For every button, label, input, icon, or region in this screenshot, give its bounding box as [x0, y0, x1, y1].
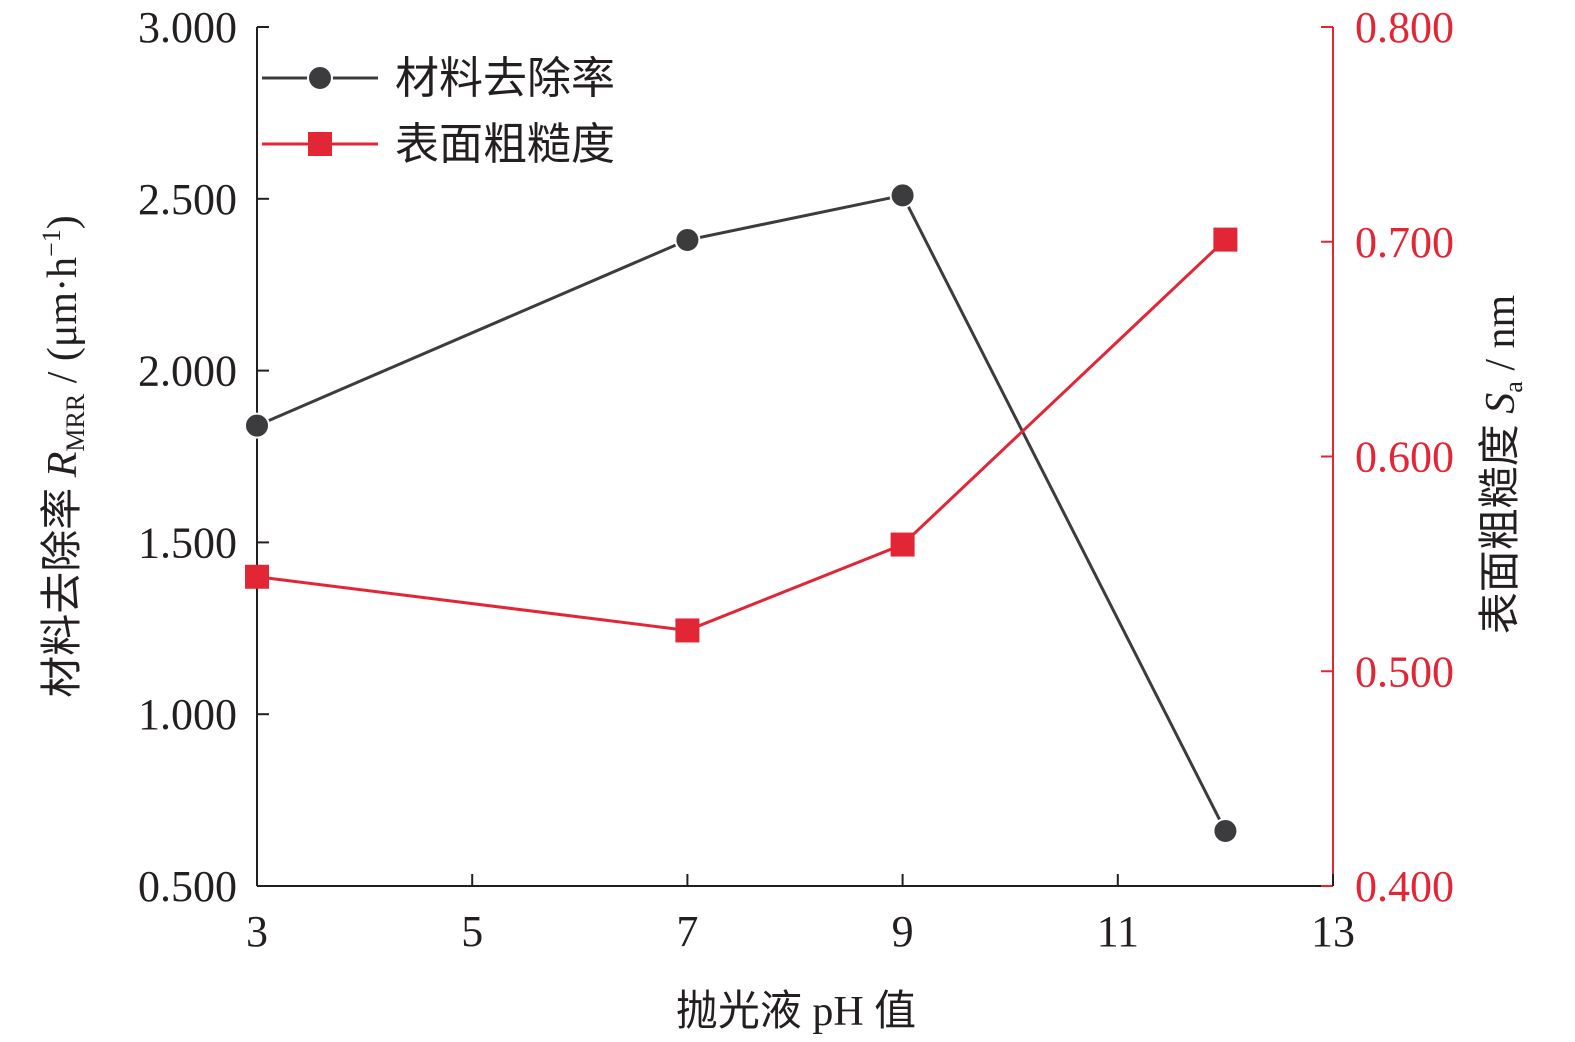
- y-axis-label-right-unit: / nm: [1478, 294, 1524, 381]
- data-point-removal-rate: [889, 182, 916, 209]
- y-axis-label-left: 材料去除率 RMRR / (μm·h−1): [37, 215, 90, 697]
- data-point-removal-rate: [1212, 818, 1239, 845]
- y-tick-right-label: 0.700: [1355, 218, 1454, 267]
- data-point-roughness: [675, 618, 700, 643]
- data-point-removal-rate: [674, 227, 701, 254]
- x-tick-label: 11: [1097, 907, 1139, 956]
- data-point-roughness: [245, 564, 269, 589]
- legend-label-removal-rate: 材料去除率: [395, 53, 615, 104]
- data-point-roughness: [890, 532, 915, 557]
- y-axis-label-left-sup: −1: [37, 229, 66, 257]
- legend-marker-roughness: [308, 132, 332, 156]
- y-tick-left-label: 1.000: [138, 690, 237, 739]
- y-tick-left-label: 2.500: [138, 175, 237, 224]
- x-axis-label: 抛光液 pH 值: [676, 989, 916, 1035]
- y-tick-left-label: 1.500: [138, 518, 237, 567]
- y-axis-label-left-prefix: 材料去除率: [39, 477, 86, 698]
- y-tick-right-label: 0.600: [1355, 433, 1454, 482]
- y-tick-left-label: 3.000: [138, 3, 237, 52]
- y-axis-label-right-sub: a: [1499, 381, 1528, 393]
- y-axis-label-right-var: S: [1478, 393, 1524, 414]
- data-point-removal-rate: [244, 412, 270, 439]
- y-axis-label-left-group: 材料去除率 RMRR / (μm·h−1): [37, 215, 90, 697]
- series-line-roughness: [256, 238, 1227, 632]
- legend-label-roughness: 表面粗糙度: [395, 119, 615, 170]
- y-axis-label-left-unit-pre: / (μm·h: [40, 257, 86, 394]
- y-axis-label-left-unit-post: ): [40, 215, 86, 229]
- y-axis-label-right-prefix: 表面粗糙度: [1478, 414, 1524, 635]
- x-tick-label: 7: [676, 907, 698, 956]
- y-axis-label-right: 表面粗糙度 Sa / nm: [1478, 294, 1528, 634]
- x-tick-label: 13: [1311, 907, 1355, 956]
- y-tick-right-label: 0.500: [1355, 647, 1454, 696]
- legend-marker-removal-rate: [307, 65, 333, 91]
- x-tick-label: 5: [461, 907, 483, 956]
- plot-area: [244, 182, 1239, 845]
- series-line-removal-rate: [256, 193, 1227, 832]
- y-tick-left-label: 0.500: [138, 862, 237, 911]
- data-point-roughness: [1213, 227, 1238, 252]
- y-tick-right-label: 0.400: [1355, 862, 1454, 911]
- x-tick-label: 3: [246, 907, 268, 956]
- x-tick-label: 9: [892, 907, 914, 956]
- y-axis-label-left-var: R: [40, 452, 86, 479]
- ticks: 0.500 1.000 1.500 2.000 2.500 3.000 0.400 0.500…: [138, 3, 1454, 956]
- y-tick-right-label: 0.800: [1355, 3, 1454, 52]
- y-axis-label-left-sub: MRR: [61, 393, 90, 451]
- y-axis-label-right-group: 表面粗糙度 Sa / nm: [1478, 294, 1528, 634]
- y-tick-left-label: 2.000: [138, 347, 237, 396]
